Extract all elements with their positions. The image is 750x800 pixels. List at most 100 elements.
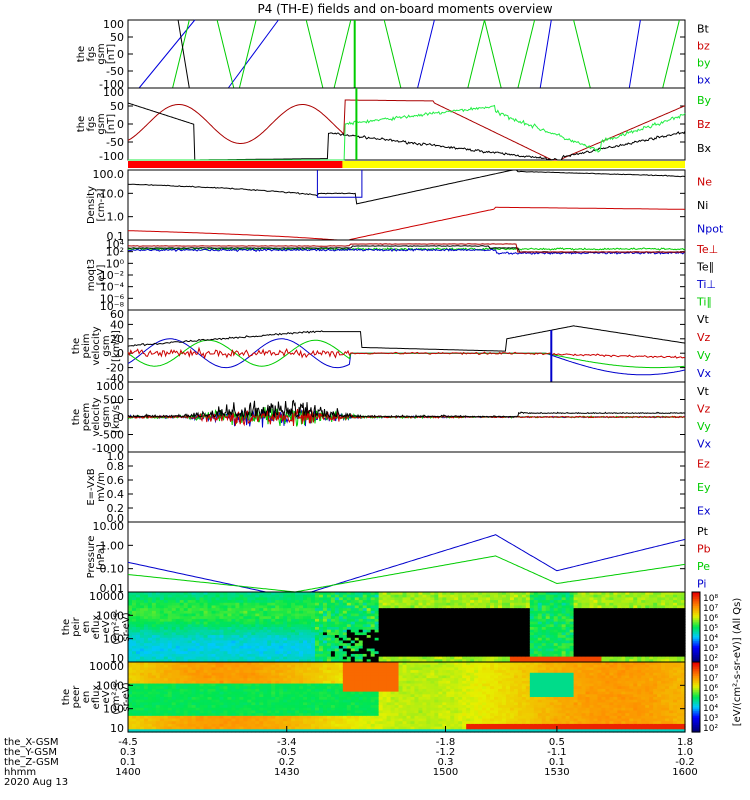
ion-eflux-cell xyxy=(394,613,400,617)
electron-eflux-cell xyxy=(147,705,153,709)
electron-eflux-cell xyxy=(259,672,264,677)
ion-eflux-cell xyxy=(231,621,237,625)
ion-eflux-cell xyxy=(338,618,344,623)
ion-eflux-cell xyxy=(613,621,618,625)
ion-eflux-cell xyxy=(521,618,527,623)
ion-eflux-cell xyxy=(390,616,396,620)
electron-eflux-cell xyxy=(139,694,145,698)
ion-eflux-cell xyxy=(362,618,368,623)
ion-eflux-cell xyxy=(466,627,471,631)
ion-eflux-cell xyxy=(322,605,328,609)
ion-eflux-cell xyxy=(657,594,662,598)
ion-eflux-cell xyxy=(291,618,296,623)
ion-eflux-cell xyxy=(501,656,507,660)
ion-eflux-cell xyxy=(350,656,356,660)
ion-eflux-cell xyxy=(195,653,201,658)
ion-eflux-cell xyxy=(139,602,145,607)
ion-eflux-cell xyxy=(307,637,312,642)
electron-eflux-cell xyxy=(267,723,272,728)
ion-eflux-cell xyxy=(271,651,276,655)
ion-eflux-cell xyxy=(378,629,384,633)
ion-eflux-cell xyxy=(442,635,447,639)
ion-eflux-cell xyxy=(645,602,650,607)
ion-eflux-cell xyxy=(434,640,439,644)
ion-eflux-cell xyxy=(541,592,547,596)
ion-eflux-cell xyxy=(541,643,547,647)
ion-eflux-cell xyxy=(231,618,237,623)
ion-eflux-cell xyxy=(442,605,447,609)
ion-eflux-cell xyxy=(430,594,435,598)
ion-eflux-cell xyxy=(382,627,388,631)
ion-eflux-cell xyxy=(311,627,316,631)
ion-eflux-cell xyxy=(203,605,209,609)
ion-eflux-cell xyxy=(283,610,288,615)
ion-eflux-cell xyxy=(163,629,169,633)
ion-eflux-cell xyxy=(470,597,475,601)
ion-eflux-cell xyxy=(486,608,491,612)
ion-eflux-cell xyxy=(406,659,412,663)
ion-eflux-cell xyxy=(498,618,503,623)
ion-eflux-cell xyxy=(482,627,487,631)
ion-eflux-cell xyxy=(653,651,658,655)
ion-eflux-cell xyxy=(565,594,571,598)
electron-eflux-cell xyxy=(171,672,177,677)
ion-eflux-cell xyxy=(505,645,511,650)
ion-eflux-cell xyxy=(318,597,324,601)
ion-eflux-cell xyxy=(255,616,260,620)
ion-eflux-cell xyxy=(513,605,519,609)
panel-fgs-legend-bx: bx xyxy=(697,74,711,87)
ion-eflux-cell xyxy=(406,624,412,628)
ion-eflux-cell xyxy=(223,597,229,601)
ion-eflux-cell xyxy=(589,616,595,620)
electron-eflux-cell xyxy=(151,667,157,671)
ion-eflux-cell xyxy=(207,648,213,652)
ion-eflux-cell xyxy=(517,618,523,623)
ion-eflux-cell xyxy=(521,627,527,631)
ion-eflux-cell xyxy=(454,653,459,658)
ion-eflux-cell xyxy=(287,592,292,596)
ion-eflux-cell xyxy=(358,624,364,628)
ion-eflux-cell xyxy=(398,637,404,642)
electron-eflux-cell xyxy=(235,667,240,671)
ion-eflux-cell xyxy=(350,627,356,631)
electron-eflux-cell xyxy=(247,713,252,717)
electron-eflux-cell xyxy=(195,675,201,679)
electron-eflux-cell xyxy=(135,699,141,703)
ion-eflux-cell xyxy=(517,640,523,644)
electron-eflux-cell xyxy=(147,699,153,703)
ion-eflux-cell xyxy=(251,616,256,620)
electron-eflux-cell xyxy=(171,702,177,706)
ion-eflux-cell xyxy=(314,618,320,623)
ion-eflux-cell xyxy=(330,605,336,609)
electron-eflux-cell xyxy=(271,715,276,720)
electron-eflux-cell xyxy=(167,705,173,709)
ion-eflux-cell xyxy=(187,600,193,604)
ion-eflux-cell xyxy=(641,629,646,633)
ion-eflux-cell xyxy=(569,613,575,617)
ion-eflux-cell xyxy=(406,602,412,607)
ion-eflux-cell xyxy=(366,616,372,620)
electron-eflux-cell xyxy=(131,715,137,720)
ion-eflux-cell xyxy=(299,629,304,633)
ion-eflux-cell xyxy=(378,627,384,631)
ion-eflux-cell xyxy=(366,632,372,636)
ion-eflux-cell xyxy=(458,597,463,601)
ion-eflux-cell xyxy=(402,594,408,598)
electron-eflux-cell xyxy=(283,710,288,714)
ion-eflux-cell xyxy=(147,643,153,647)
electron-eflux-cell xyxy=(175,686,181,690)
ion-eflux-cell xyxy=(617,602,622,607)
ion-eflux-cell xyxy=(458,627,463,631)
ion-eflux-cell xyxy=(513,656,519,660)
electron-eflux-cell xyxy=(279,680,284,685)
ion-eflux-cell xyxy=(474,610,479,615)
ion-eflux-cell xyxy=(573,602,579,607)
ion-eflux-cell xyxy=(350,618,356,623)
ion-eflux-cell xyxy=(267,602,272,607)
ion-eflux-cell xyxy=(362,627,368,631)
ion-eflux-cell xyxy=(366,610,372,615)
ion-eflux-cell xyxy=(334,610,340,615)
ion-eflux-cell xyxy=(299,605,304,609)
ion-eflux-cell xyxy=(621,618,626,623)
ion-eflux-cell xyxy=(382,629,388,633)
